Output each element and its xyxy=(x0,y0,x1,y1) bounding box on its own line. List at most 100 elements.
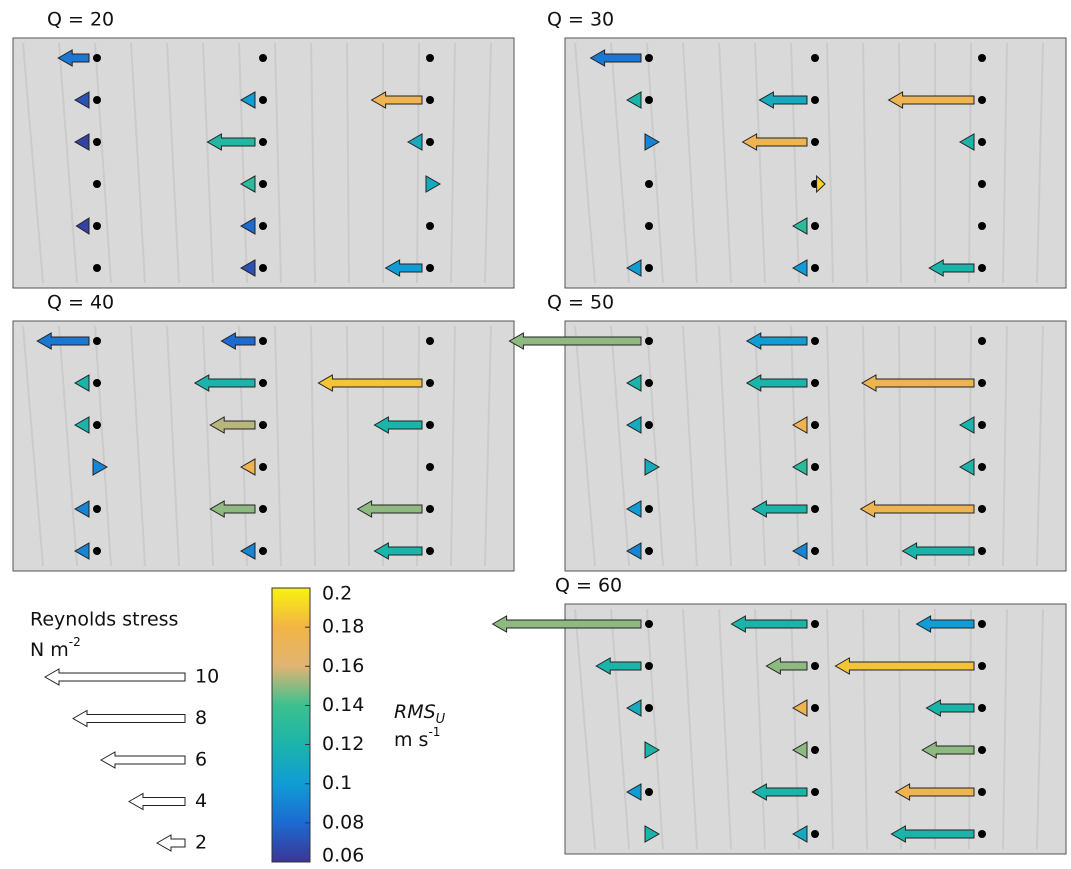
terrain-texture xyxy=(898,608,902,850)
arrow xyxy=(73,500,90,518)
station-dot xyxy=(811,337,819,345)
arrow xyxy=(595,657,642,675)
station-dot xyxy=(811,421,819,429)
station-dot xyxy=(259,54,267,62)
station-dot xyxy=(259,180,267,188)
legend-arrow xyxy=(99,751,186,769)
terrain-texture xyxy=(238,325,248,567)
terrain-texture xyxy=(274,42,282,284)
arrow xyxy=(239,91,256,109)
terrain-texture xyxy=(450,325,456,567)
terrain-texture xyxy=(574,42,596,284)
legend-title: Reynolds stress xyxy=(30,609,178,631)
panel-background xyxy=(12,320,515,572)
colorbar-tick-label: 0.16 xyxy=(322,655,364,677)
panel-background xyxy=(564,37,1067,289)
legend-value-label: 4 xyxy=(195,790,207,812)
station-dot xyxy=(426,264,434,272)
arrow xyxy=(921,741,975,759)
station-dot xyxy=(259,421,267,429)
arrow xyxy=(644,741,661,759)
arrow xyxy=(859,500,975,518)
station-dot xyxy=(978,264,986,272)
arrow xyxy=(384,259,423,277)
station-dot xyxy=(645,96,653,104)
arrow xyxy=(220,332,256,350)
legend-arrow xyxy=(155,834,186,852)
station-dot xyxy=(811,704,819,712)
station-dot xyxy=(645,180,653,188)
panel-background xyxy=(12,37,515,289)
station-dot xyxy=(978,180,986,188)
station-dot xyxy=(811,54,819,62)
terrain-texture xyxy=(130,42,146,284)
arrow xyxy=(834,657,975,675)
terrain-texture xyxy=(682,42,698,284)
legend-arrow xyxy=(43,668,186,686)
arrow xyxy=(239,259,256,277)
arrow xyxy=(317,374,423,392)
arrow xyxy=(625,783,642,801)
station-dot xyxy=(93,547,101,555)
terrain-texture xyxy=(1002,608,1008,850)
arrow xyxy=(644,458,661,476)
terrain-texture xyxy=(826,325,834,567)
arrow xyxy=(745,374,808,392)
arrow xyxy=(644,133,661,151)
station-dot xyxy=(426,505,434,513)
terrain-texture xyxy=(1036,325,1044,567)
terrain-texture xyxy=(754,325,766,567)
arrow xyxy=(745,332,808,350)
arrow xyxy=(751,500,808,518)
arrow xyxy=(625,416,642,434)
arrow xyxy=(791,699,808,717)
panel-title: Q = 60 xyxy=(555,575,622,597)
terrain-texture xyxy=(968,42,972,284)
station-dot xyxy=(426,138,434,146)
arrow xyxy=(625,259,642,277)
station-dot xyxy=(259,337,267,345)
panel-title: Q = 50 xyxy=(547,292,614,314)
terrain-texture xyxy=(450,42,456,284)
station-dot xyxy=(426,54,434,62)
colorbar-unit-text: m s xyxy=(394,729,428,751)
terrain-texture xyxy=(646,325,664,567)
colorbar-tick-label: 0.1 xyxy=(322,772,352,794)
terrain-texture xyxy=(826,42,834,284)
arrow xyxy=(625,91,642,109)
colorbar-tick-label: 0.14 xyxy=(322,694,364,716)
station-dot xyxy=(811,222,819,230)
arrow xyxy=(925,699,975,717)
arrow xyxy=(958,133,975,151)
terrain-texture xyxy=(346,325,350,567)
station-dot xyxy=(259,264,267,272)
arrow xyxy=(958,416,975,434)
station-dot xyxy=(93,421,101,429)
terrain-texture xyxy=(754,42,766,284)
station-dot xyxy=(811,264,819,272)
arrow xyxy=(508,332,642,350)
arrow xyxy=(625,542,642,560)
station-dot xyxy=(645,662,653,670)
station-dot xyxy=(93,222,101,230)
station-dot xyxy=(426,547,434,555)
station-dot xyxy=(93,505,101,513)
arrow xyxy=(890,825,975,843)
station-dot xyxy=(645,379,653,387)
arrow xyxy=(75,217,90,235)
arrow xyxy=(901,542,975,560)
station-dot xyxy=(811,379,819,387)
station-dot xyxy=(978,54,986,62)
panel-background xyxy=(564,603,1067,855)
arrow xyxy=(206,133,256,151)
station-dot xyxy=(811,463,819,471)
station-dot xyxy=(426,463,434,471)
arrow xyxy=(625,374,642,392)
station-dot xyxy=(978,96,986,104)
colorbar-tick-label: 0.06 xyxy=(322,845,364,867)
station-dot xyxy=(93,337,101,345)
arrow xyxy=(791,217,808,235)
arrow xyxy=(791,741,808,759)
station-dot xyxy=(978,662,986,670)
terrain-texture xyxy=(58,42,78,284)
